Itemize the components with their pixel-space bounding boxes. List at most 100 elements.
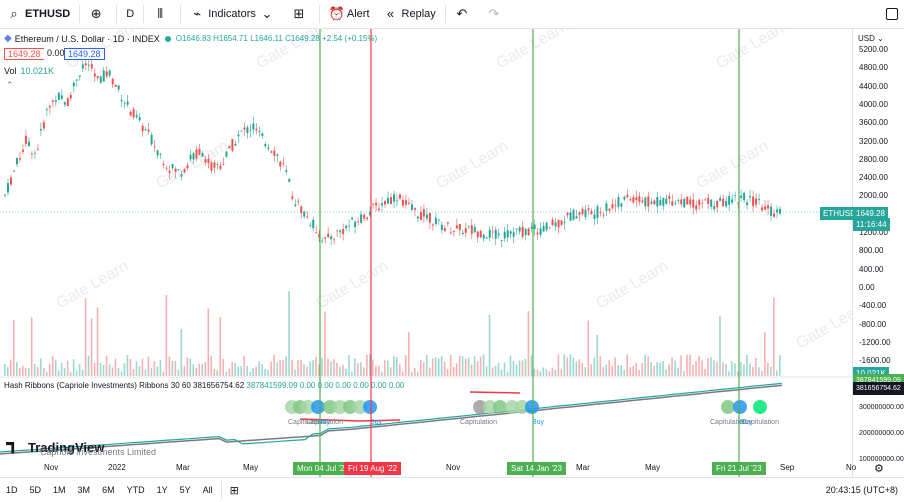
bid-box[interactable]: 1649.28 <box>4 48 45 60</box>
ask-box[interactable]: 1649.28 <box>64 48 105 60</box>
indicators-button[interactable]: ⌁ Indicators ⌄ <box>183 0 285 29</box>
timeframe-5y[interactable]: 5Y <box>179 485 191 495</box>
candle-body <box>294 204 297 206</box>
layouts-button[interactable]: ⊞ <box>285 0 317 29</box>
signal-dot <box>505 400 519 414</box>
fullscreen-button[interactable] <box>879 0 904 29</box>
volume-bar <box>309 361 311 376</box>
volume-bar <box>237 366 239 376</box>
price-legend: ◆ Ethereum / U.S. Dollar · 1D · INDEX O1… <box>4 33 377 44</box>
price-tick: -1200.00 <box>859 337 891 347</box>
candle-body <box>668 195 671 199</box>
volume-bar <box>497 362 500 376</box>
candle-body <box>758 199 761 201</box>
candle-body <box>530 226 533 229</box>
interval-button[interactable]: D <box>119 0 141 29</box>
candle-body <box>647 196 650 207</box>
volume-bar <box>18 367 21 376</box>
candle-body <box>584 209 587 218</box>
volume-bar <box>72 359 75 376</box>
price-axis[interactable]: USD ⌄ 5200.00 4800.00 4400.00 4000.00 3600.0… <box>852 29 904 477</box>
candle-body <box>635 197 638 201</box>
volume-bar <box>542 367 545 376</box>
candle-body <box>707 197 710 204</box>
volume-bar <box>635 362 637 376</box>
timeframe-6m[interactable]: 6M <box>102 485 115 495</box>
candle-body <box>437 219 440 221</box>
candle-body <box>90 64 93 69</box>
candle-body <box>159 154 162 155</box>
symbol-search[interactable]: ⌕ ETHUSD <box>0 0 77 29</box>
replay-button[interactable]: « Replay <box>377 0 443 29</box>
collapse-legend-icon[interactable]: ⌃ <box>6 80 14 90</box>
date-range-icon[interactable]: ⊞ <box>229 484 239 497</box>
currency-label[interactable]: USD ⌄ <box>858 34 884 43</box>
volume-bar <box>695 361 697 376</box>
hash-tick: 100000000.00 <box>859 456 904 463</box>
candle-body <box>653 200 656 205</box>
volume-bar <box>240 366 242 376</box>
hash-name[interactable]: Hash Ribbons (Capriole Investments) Ribb… <box>4 381 191 390</box>
candle-body <box>401 199 404 206</box>
main-chart[interactable]: Gate Learn Gate Learn Gate Learn Gate Learn… <box>0 29 852 477</box>
candle-body <box>746 202 749 206</box>
volume-bar <box>449 355 452 376</box>
candle-body <box>545 222 548 230</box>
timeframe-1m[interactable]: 1M <box>53 485 66 495</box>
volume-bar <box>527 311 530 376</box>
volume-bar <box>551 367 554 376</box>
divider <box>180 5 182 23</box>
indicators-icon: ⌁ <box>193 6 202 21</box>
signal-dot <box>493 400 507 414</box>
clock-timezone[interactable]: 20:43:15 (UTC+8) <box>825 485 898 495</box>
legend-title[interactable]: Ethereum / U.S. Dollar · 1D · INDEX <box>14 33 160 44</box>
hash-value-1: 381656754.62 <box>193 381 245 390</box>
volume-bar <box>428 367 431 376</box>
candle-body <box>30 153 33 155</box>
chart-type-button[interactable]: ⫴ <box>146 0 178 29</box>
volume-bar <box>45 371 48 376</box>
candle-body <box>27 141 30 147</box>
timeframe-1y[interactable]: 1Y <box>156 485 168 495</box>
timeframe-all[interactable]: All <box>202 485 213 495</box>
volume-bar <box>360 362 362 376</box>
search-icon: ⌕ <box>10 6 18 21</box>
symbol-label: ETHUSD <box>25 8 71 20</box>
timeframe-ytd[interactable]: YTD <box>126 485 145 495</box>
hash-tick: 300000000.00 <box>859 404 904 411</box>
bottom-toolbar: 1D 5D 1M 3M 6M YTD 1Y 5Y All ⊞ 20:43:15 (UTC+8) <box>0 477 904 502</box>
candle-body <box>144 129 147 131</box>
compare-button[interactable]: ⊕ <box>82 0 114 29</box>
candle-body <box>467 226 470 228</box>
timeframe-3m[interactable]: 3M <box>77 485 91 495</box>
price-tick: 5200.00 <box>859 45 888 54</box>
volume-bar <box>96 307 99 376</box>
volume-bar <box>192 364 195 376</box>
undo-button[interactable]: ↶ <box>448 0 480 29</box>
volume-bar <box>503 362 506 376</box>
volume-bar <box>87 355 90 376</box>
volume-bar <box>710 357 712 376</box>
candle-body <box>632 197 635 203</box>
volume-bar <box>692 364 694 376</box>
volume-bar <box>198 363 201 376</box>
candle-body <box>186 165 189 169</box>
candle-body <box>464 228 467 233</box>
volume-bar <box>560 369 563 376</box>
candle-body <box>659 200 662 206</box>
timeframe-5d[interactable]: 5D <box>29 485 42 495</box>
countdown-badge: 11:16:44 <box>853 218 890 231</box>
timeframe-1d[interactable]: 1D <box>6 485 18 495</box>
settings-gear-icon[interactable]: ⚙ <box>874 463 884 475</box>
candle-body <box>183 169 186 173</box>
watermark-text: Gate Learn <box>594 258 672 313</box>
price-tick: 1200.00 <box>859 228 888 237</box>
redo-button[interactable]: ↷ <box>480 0 512 29</box>
candle-body <box>512 232 515 237</box>
alert-button[interactable]: ⏰ Alert <box>322 0 377 29</box>
watermark-text: Gate Learn <box>54 258 132 313</box>
volume-bar <box>15 362 18 376</box>
candle-body <box>776 209 779 213</box>
candle-body <box>369 211 372 216</box>
candle-body <box>366 217 369 220</box>
